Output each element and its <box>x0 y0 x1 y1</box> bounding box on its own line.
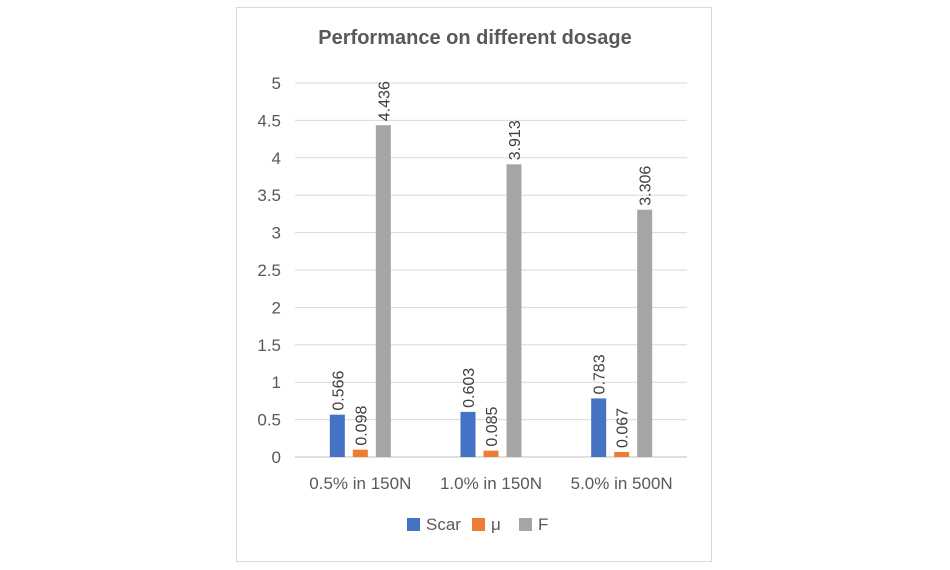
chart-frame: Performance on different dosage 0 0.5 1 1.5… <box>236 7 712 562</box>
bar-scar-2 <box>460 411 476 457</box>
legend-item: Scar <box>407 515 461 534</box>
data-label: 0.603 <box>461 368 478 408</box>
legend-label: F <box>538 515 548 534</box>
x-category-label: 0.5% in 150N <box>309 474 411 493</box>
data-label: 0.067 <box>615 408 632 448</box>
y-tick-label: 2.5 <box>257 261 281 280</box>
legend-swatch <box>472 518 485 531</box>
y-tick-label: 5 <box>272 74 281 93</box>
x-axis-category-labels: 0.5% in 150N 1.0% in 150N 5.0% in 500N <box>309 474 672 493</box>
data-label: 0.566 <box>330 371 347 411</box>
y-tick-label: 3.5 <box>257 186 281 205</box>
data-label: 3.913 <box>507 120 524 160</box>
legend-swatch <box>407 518 420 531</box>
data-label: 0.783 <box>592 354 609 394</box>
y-tick-label: 3 <box>272 224 281 243</box>
bar-scar-3 <box>591 398 607 457</box>
y-tick-label: 0 <box>272 448 281 467</box>
legend-label: Scar <box>426 515 461 534</box>
legend-item: μ <box>472 515 501 534</box>
data-label: 3.306 <box>638 166 655 206</box>
legend: Scar μ F <box>407 515 548 534</box>
y-tick-label: 0.5 <box>257 411 281 430</box>
legend-label: μ <box>491 515 501 534</box>
y-tick-label: 4.5 <box>257 111 281 130</box>
gridlines <box>295 82 687 458</box>
bar--2 <box>483 450 499 457</box>
x-category-label: 5.0% in 500N <box>571 474 673 493</box>
data-label: 0.085 <box>484 407 501 447</box>
legend-swatch <box>519 518 532 531</box>
data-label: 4.436 <box>376 81 393 121</box>
bar-f-2 <box>506 164 522 457</box>
data-label: 0.098 <box>353 406 370 446</box>
bar--1 <box>352 449 368 457</box>
chart-svg: Performance on different dosage 0 0.5 1 1.5… <box>257 27 687 534</box>
y-tick-label: 4 <box>272 149 281 168</box>
y-tick-label: 2 <box>272 298 281 317</box>
legend-item: F <box>519 515 548 534</box>
bars <box>329 125 653 458</box>
bar-f-3 <box>637 209 653 457</box>
bar-f-1 <box>375 125 391 458</box>
data-labels: 0.566 0.098 4.436 0.603 0.085 3.913 0.783 0.067… <box>330 81 654 448</box>
bar-scar-1 <box>329 414 345 457</box>
y-tick-label: 1.5 <box>257 336 281 355</box>
x-category-label: 1.0% in 150N <box>440 474 542 493</box>
bar--3 <box>614 451 630 457</box>
y-axis-tick-labels: 0 0.5 1 1.5 2 2.5 3 3.5 4 4.5 5 <box>257 74 281 467</box>
chart-title: Performance on different dosage <box>318 27 631 49</box>
y-tick-label: 1 <box>272 373 281 392</box>
